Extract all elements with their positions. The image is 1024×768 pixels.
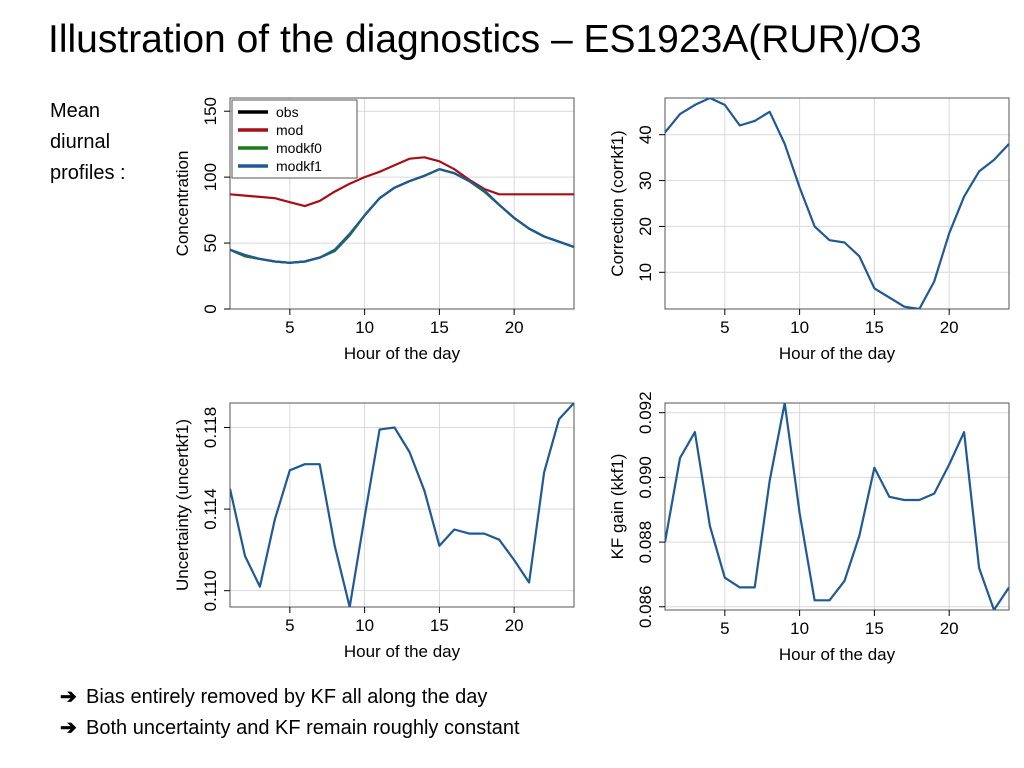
x-axis-label: Hour of the day [344, 642, 461, 661]
y-tick-label: 0 [201, 304, 220, 313]
x-tick-label: 15 [865, 318, 884, 337]
series-line-modkf1 [230, 168, 574, 264]
side-label: Mean diurnal profiles : [50, 96, 126, 189]
x-axis-label: Hour of the day [344, 344, 461, 363]
x-tick-label: 5 [285, 616, 294, 635]
y-axis-label: Correction (corrkf1) [608, 130, 627, 276]
bullet-list: ➔ Bias entirely removed by KF all along … [60, 682, 520, 744]
plot-frame [229, 97, 575, 310]
y-tick-label: 30 [636, 171, 655, 190]
x-tick-label: 15 [430, 318, 449, 337]
series-line [665, 98, 1009, 309]
legend-label: modkf1 [276, 158, 322, 174]
series-line-mod [230, 156, 574, 208]
y-tick-label: 20 [636, 217, 655, 236]
y-tick-label: 100 [201, 163, 220, 191]
plot-frame [664, 402, 1010, 611]
y-tick-label: 0.114 [201, 488, 220, 529]
side-label-line: Mean [50, 100, 101, 122]
x-tick-label: 20 [940, 619, 959, 638]
legend-label: modkf0 [276, 140, 322, 156]
bullet-item: ➔ Bias entirely removed by KF all along … [60, 682, 520, 713]
y-tick-label: 0.088 [636, 521, 655, 564]
y-tick-label: 0.092 [636, 391, 655, 434]
correction-chart: 5 10 15 20 10 20 30 40 Hour of the day Correction… [608, 97, 1010, 363]
x-tick-label: 15 [865, 619, 884, 638]
x-tick-label: 10 [790, 619, 809, 638]
plot-frame [664, 97, 1010, 310]
slide-title: Illustration of the diagnostics – ES1923… [48, 18, 922, 61]
x-tick-label: 15 [430, 616, 449, 635]
x-tick-label: 10 [790, 318, 809, 337]
y-axis-label: Concentration [173, 151, 192, 257]
x-tick-label: 20 [940, 318, 959, 337]
side-label-line: profiles : [50, 162, 126, 184]
y-tick-label: 0.086 [636, 585, 655, 628]
uncertainty-chart: 5 10 15 20 0.110 0.114 0.118 Hour of the day Unc… [173, 402, 575, 661]
y-tick-label: 0.110 [201, 570, 220, 611]
concentration-chart: 5 10 15 20 0 50 100 150 Hour of the day Concentra… [173, 97, 575, 363]
x-axis-label: Hour of the day [779, 344, 896, 363]
x-tick-label: 20 [505, 318, 524, 337]
plot-frame [229, 402, 575, 608]
bullet-text: Bias entirely removed by KF all along th… [86, 686, 488, 708]
legend-label: obs [276, 104, 299, 120]
right-arrow-icon: ➔ [60, 686, 77, 708]
x-axis-label: Hour of the day [779, 645, 896, 664]
series-line [230, 403, 574, 607]
y-tick-label: 50 [201, 234, 220, 253]
y-tick-label: 0.090 [636, 456, 655, 499]
y-tick-label: 10 [636, 263, 655, 282]
y-tick-label: 0.118 [201, 407, 220, 448]
y-axis-label: Uncertainty (uncertkf1) [173, 419, 192, 591]
series-line [665, 403, 1009, 610]
x-tick-label: 5 [285, 318, 294, 337]
y-tick-label: 40 [636, 125, 655, 144]
x-tick-label: 10 [355, 616, 374, 635]
right-arrow-icon: ➔ [60, 717, 77, 739]
x-tick-label: 5 [720, 318, 729, 337]
bullet-text: Both uncertainty and KF remain roughly c… [86, 717, 520, 739]
x-tick-label: 20 [505, 616, 524, 635]
y-tick-label: 150 [201, 97, 220, 125]
bullet-item: ➔ Both uncertainty and KF remain roughly… [60, 713, 520, 744]
x-tick-label: 5 [720, 619, 729, 638]
kf-gain-chart: 5 10 15 20 0.086 0.088 0.090 0.092 Hour of the d… [608, 391, 1010, 664]
y-axis-label: KF gain (kkf1) [608, 454, 627, 560]
side-label-line: diurnal [50, 131, 111, 153]
x-tick-label: 10 [355, 318, 374, 337]
legend-label: mod [276, 122, 303, 138]
